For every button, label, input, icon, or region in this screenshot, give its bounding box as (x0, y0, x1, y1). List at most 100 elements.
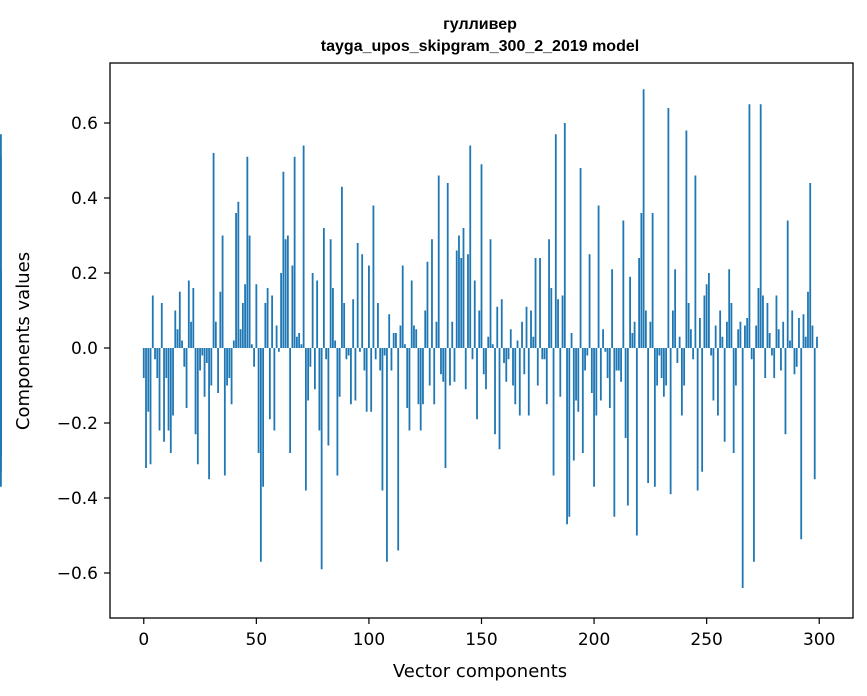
bar (608, 348, 611, 408)
bar (757, 288, 760, 348)
bar (719, 310, 722, 348)
bar (469, 145, 472, 348)
bar (620, 348, 622, 382)
bar (194, 348, 197, 435)
bar (611, 269, 613, 348)
bar (158, 348, 161, 431)
bar (289, 348, 292, 453)
bar (392, 333, 395, 348)
bar (399, 325, 402, 348)
bars-group (0, 89, 818, 588)
bar (480, 164, 483, 348)
bar (651, 213, 654, 348)
y-tick-label: −0.2 (57, 414, 98, 434)
bar (368, 265, 370, 348)
bar (359, 348, 361, 352)
bar (791, 310, 794, 348)
bar (489, 239, 492, 348)
bar (638, 258, 641, 348)
bar (762, 295, 764, 348)
bar (530, 310, 532, 348)
bar (410, 280, 413, 348)
bar (512, 348, 514, 386)
bar (579, 168, 582, 348)
bar (282, 171, 285, 348)
bar (277, 348, 280, 352)
bar (694, 175, 697, 348)
x-axis-ticks: 0 50 100 150 200 250 300 (138, 618, 835, 650)
bar (217, 348, 219, 393)
bar (649, 321, 652, 348)
bar (590, 348, 593, 393)
bar (426, 261, 429, 348)
bar (780, 348, 782, 371)
bar (552, 348, 555, 476)
x-tick-label: 150 (465, 630, 497, 650)
bar (687, 303, 690, 348)
bar (653, 348, 656, 487)
bar (595, 348, 598, 416)
bar (413, 325, 415, 348)
bar (255, 284, 258, 348)
x-tick-label: 200 (578, 630, 610, 650)
bar (478, 310, 481, 348)
bar (527, 348, 530, 416)
bar (318, 348, 321, 431)
bar (699, 318, 701, 348)
bar (431, 239, 433, 348)
bar (462, 228, 465, 348)
bar (178, 291, 181, 348)
bar (280, 273, 283, 348)
bar (149, 348, 152, 465)
bar (804, 336, 807, 348)
bar (435, 321, 438, 348)
bar (244, 284, 246, 348)
bar (455, 250, 458, 348)
bar (300, 344, 303, 348)
y-tick-label: 0.0 (71, 339, 98, 359)
bar (408, 348, 411, 431)
bar (383, 348, 386, 356)
bar (755, 325, 758, 348)
bar (599, 348, 602, 401)
bar (671, 310, 674, 348)
bar (313, 348, 316, 390)
bar (365, 348, 368, 412)
bar (626, 348, 629, 506)
bar (201, 348, 204, 356)
bar (237, 201, 240, 348)
bar (235, 213, 237, 348)
bar (241, 303, 244, 348)
bar (0, 348, 2, 472)
bar (322, 228, 325, 348)
bar (606, 348, 609, 378)
bar (523, 348, 526, 375)
bar (302, 145, 305, 348)
bar (210, 348, 213, 386)
bar (187, 280, 190, 348)
bar (473, 280, 476, 348)
bar (735, 348, 737, 386)
bar (786, 220, 789, 348)
bar (507, 348, 510, 360)
bar (154, 348, 156, 360)
bar (622, 220, 625, 348)
bar (525, 306, 528, 348)
bar (208, 348, 210, 480)
bar (268, 348, 271, 420)
bar (570, 333, 573, 348)
bar (386, 348, 388, 562)
bar (577, 348, 580, 412)
x-tick-label: 100 (353, 630, 385, 650)
bar (422, 348, 424, 405)
bar (485, 348, 487, 390)
bar (453, 348, 456, 382)
bar (228, 348, 231, 378)
bar (221, 235, 224, 348)
bar (714, 325, 717, 348)
bar (658, 348, 661, 356)
bar (723, 348, 726, 442)
bar (678, 336, 681, 348)
bar (449, 348, 451, 386)
bar (0, 134, 2, 348)
